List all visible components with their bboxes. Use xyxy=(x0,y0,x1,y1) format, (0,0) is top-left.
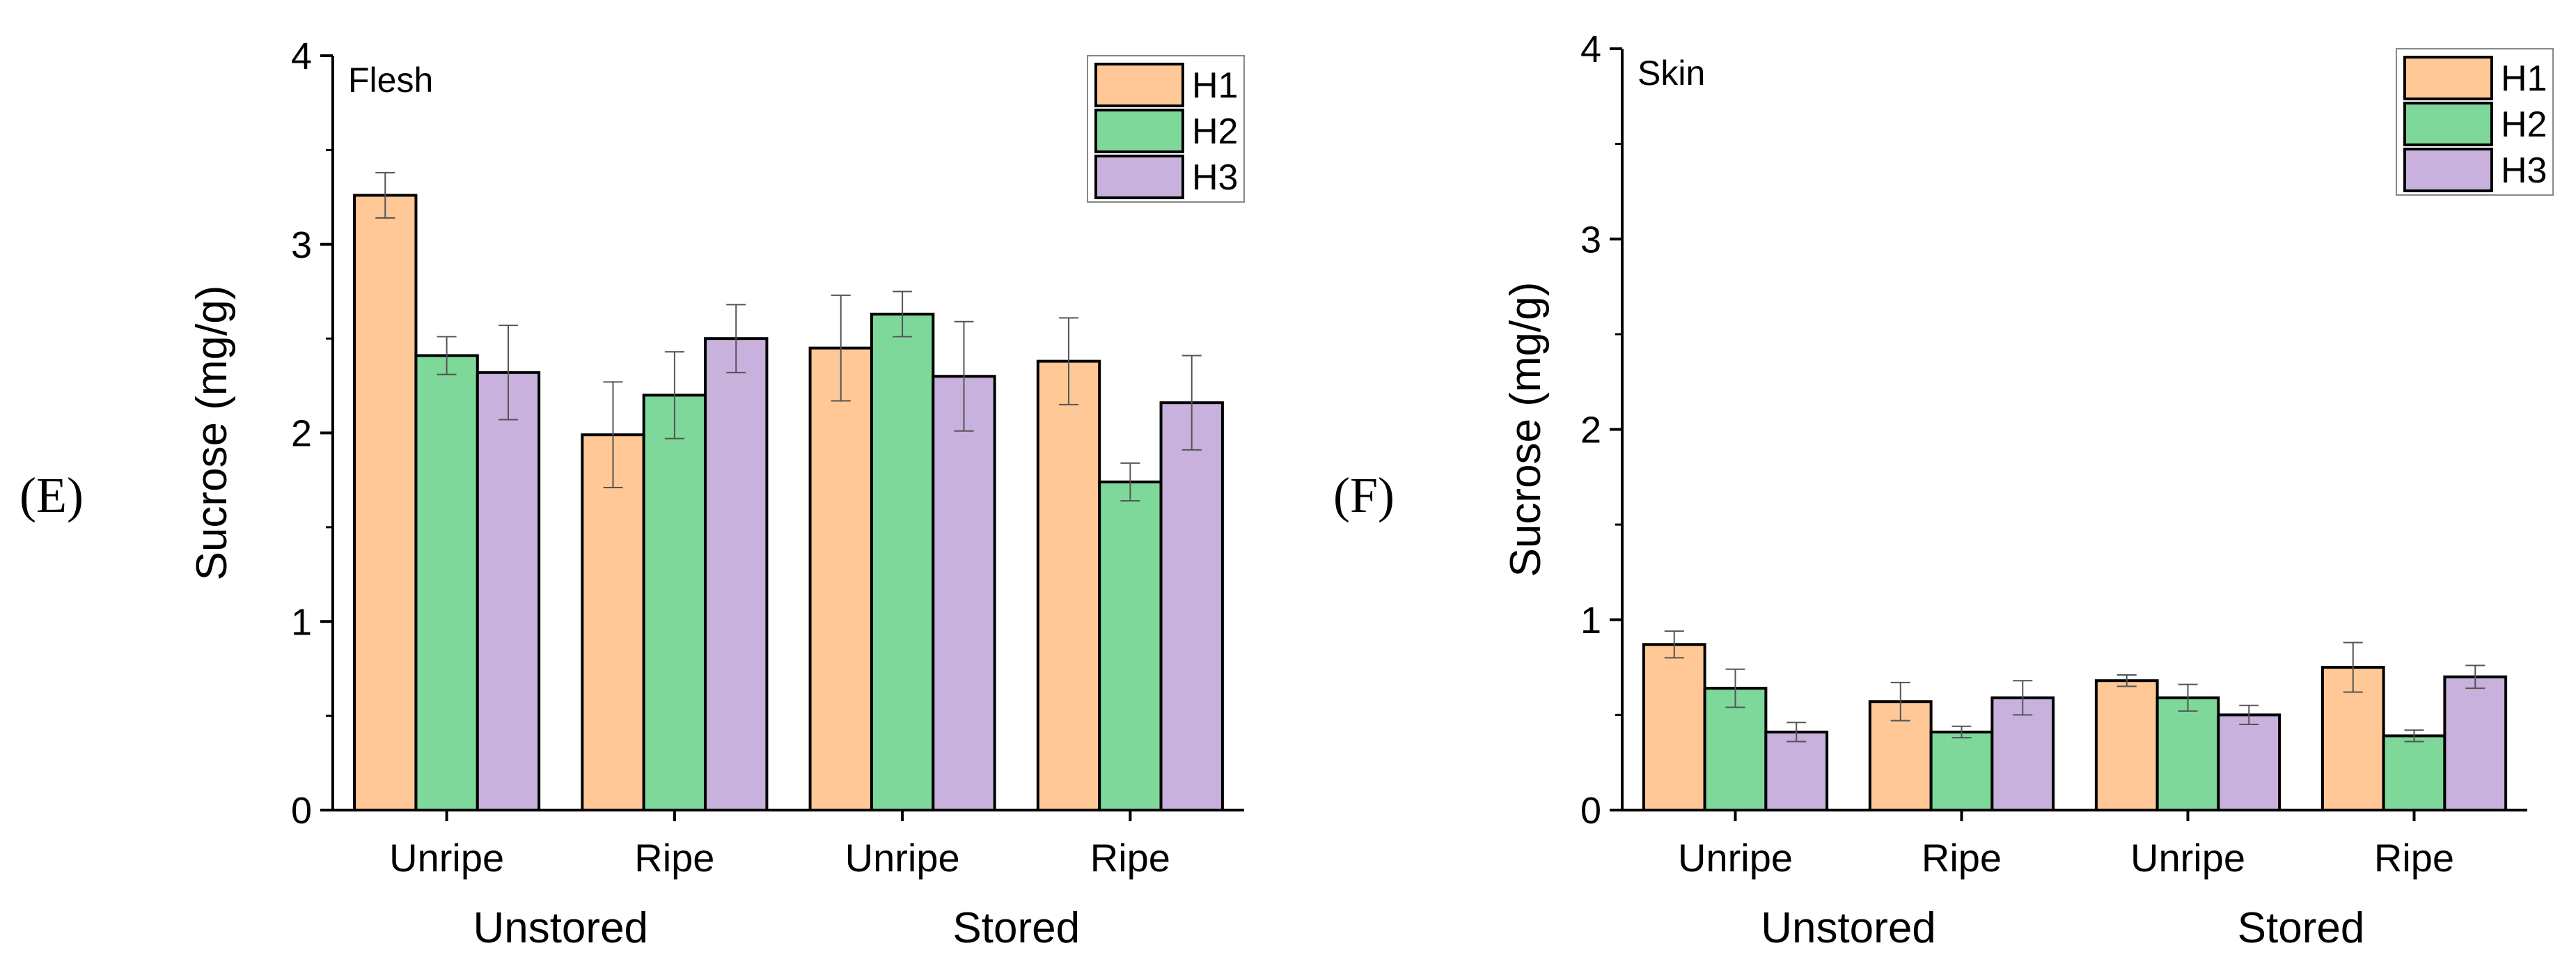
bar-h3-1 xyxy=(704,337,769,811)
error-bar-h2-0 xyxy=(1725,668,1745,708)
x-group-label: Stored xyxy=(952,904,1080,952)
panel-letter: (E) xyxy=(19,467,84,523)
y-tick-label: 2 xyxy=(291,413,312,455)
y-tick-label: 0 xyxy=(291,790,312,832)
legend-label-h1: H1 xyxy=(2501,59,2547,99)
x-tick-label: Ripe xyxy=(1922,836,2002,880)
panel-title: Flesh xyxy=(348,61,433,100)
panel-title: Skin xyxy=(1638,54,1705,93)
error-bar-h1-0 xyxy=(1664,630,1684,659)
bar-h2-1 xyxy=(1929,730,1994,812)
y-tick-label: 3 xyxy=(1580,219,1601,261)
error-bar-h3-0 xyxy=(1786,722,1807,743)
error-bar-h2-0 xyxy=(437,336,457,375)
y-tick-label: 1 xyxy=(291,601,312,643)
bar-h2-0 xyxy=(414,354,479,811)
error-bar-h2-3 xyxy=(2404,729,2424,743)
error-bar-h3-3 xyxy=(2465,664,2485,690)
bar-h1-3 xyxy=(1036,359,1101,811)
bar-h3-0 xyxy=(476,371,541,811)
error-bar-h3-1 xyxy=(2013,680,2033,716)
bar-h1-0 xyxy=(353,194,418,812)
y-tick-label: 2 xyxy=(1580,410,1601,451)
bar-h2-1 xyxy=(642,394,707,811)
x-tick-label: Unripe xyxy=(1678,836,1793,880)
chart-panel-flesh: (E) Sucrose (mg/g) Flesh 0 1 2 3 4 Unripe Ripe Unr… xyxy=(19,36,1245,952)
legend-swatch-h2 xyxy=(2403,102,2493,146)
chart-panel-skin: (F) Sucrose (mg/g) Skin 0 1 2 3 4 Unripe Ripe Unri… xyxy=(1333,29,2554,952)
legend-swatch-h3 xyxy=(1094,155,1184,199)
x-tick-label: Ripe xyxy=(2374,836,2454,880)
error-bar-h3-1 xyxy=(726,304,746,373)
legend: H1 H2 H3 xyxy=(2396,48,2554,196)
error-bar-h1-3 xyxy=(2343,642,2363,693)
legend-swatch-h2 xyxy=(1094,109,1184,153)
legend-label-h2: H2 xyxy=(1192,111,1238,152)
error-bar-h3-2 xyxy=(2239,704,2259,726)
legend-swatch-h1 xyxy=(2403,56,2493,100)
x-group-label: Unstored xyxy=(473,904,648,952)
legend-label-h2: H2 xyxy=(2501,104,2547,145)
error-bar-h2-1 xyxy=(1951,725,1972,739)
x-group-label: Unstored xyxy=(1761,904,1936,952)
bar-h1-0 xyxy=(1642,643,1706,812)
legend-swatch-h3 xyxy=(2403,148,2493,192)
error-bar-h3-0 xyxy=(498,325,518,421)
bar-h3-2 xyxy=(2217,713,2282,811)
error-bar-h2-1 xyxy=(664,351,684,440)
legend-label-h3: H3 xyxy=(2501,150,2547,191)
legend-label-h1: H1 xyxy=(1192,65,1238,106)
error-bar-h2-2 xyxy=(893,290,913,338)
error-bar-h1-0 xyxy=(375,171,395,219)
legend: H1 H2 H3 xyxy=(1087,55,1245,203)
y-tick-label: 4 xyxy=(291,36,312,77)
error-bar-h3-3 xyxy=(1181,355,1202,451)
legend-label-h3: H3 xyxy=(1192,157,1238,198)
error-bar-h1-1 xyxy=(603,381,623,489)
error-bar-h1-1 xyxy=(1890,681,1910,722)
y-tick-label: 0 xyxy=(1580,790,1601,832)
bar-h3-3 xyxy=(2443,675,2508,811)
panel-letter: (F) xyxy=(1333,467,1395,523)
bar-h3-2 xyxy=(932,375,996,811)
y-tick-label: 4 xyxy=(1580,29,1601,70)
error-bar-h3-2 xyxy=(954,320,974,432)
x-tick-label: Ripe xyxy=(1090,836,1170,880)
bar-h2-2 xyxy=(2155,696,2220,811)
bar-h1-2 xyxy=(808,346,873,812)
error-bar-h1-3 xyxy=(1059,317,1079,405)
y-axis-title: Sucrose (mg/g) xyxy=(188,286,236,581)
error-bar-h2-3 xyxy=(1120,462,1140,502)
x-tick-label: Unripe xyxy=(845,836,960,880)
error-bar-h2-2 xyxy=(2178,683,2198,712)
x-group-label: Stored xyxy=(2238,904,2365,952)
y-axis-title: Sucrose (mg/g) xyxy=(1502,282,1550,577)
y-tick-label: 3 xyxy=(291,224,312,266)
y-tick-label: 1 xyxy=(1580,600,1601,642)
bar-h2-3 xyxy=(2382,734,2447,811)
x-tick-label: Unripe xyxy=(2130,836,2245,880)
bar-h1-1 xyxy=(581,433,645,811)
bar-h3-3 xyxy=(1159,401,1224,811)
bar-h2-2 xyxy=(870,312,935,811)
x-tick-label: Ripe xyxy=(634,836,714,880)
bar-h2-3 xyxy=(1098,480,1163,812)
error-bar-h1-2 xyxy=(2116,674,2137,687)
bar-h1-2 xyxy=(2094,679,2159,811)
bar-h3-0 xyxy=(1764,730,1829,812)
legend-swatch-h1 xyxy=(1094,63,1184,107)
x-tick-label: Unripe xyxy=(389,836,504,880)
error-bar-h1-2 xyxy=(831,294,851,402)
